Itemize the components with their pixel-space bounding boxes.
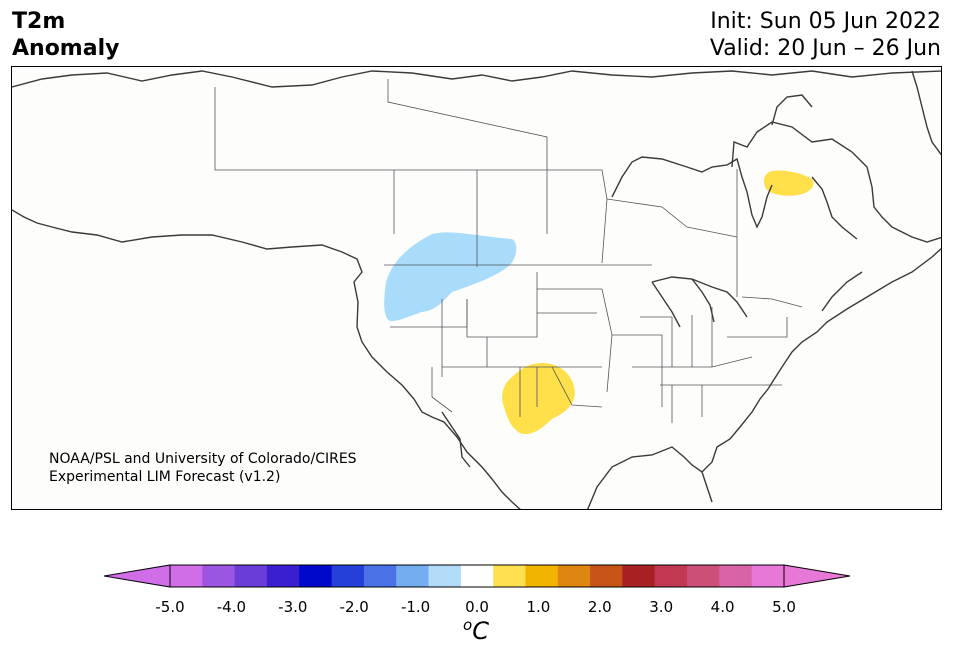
political-borders xyxy=(214,79,803,423)
colorbar-bin xyxy=(234,565,268,587)
colorbar-tick-label: 5.0 xyxy=(772,598,796,616)
colorbar-outline xyxy=(169,564,785,588)
colorbar-bin xyxy=(525,565,559,587)
colorbar-bin xyxy=(493,565,526,587)
colorbar-tick-label: 4.0 xyxy=(710,598,735,616)
colorbar-bin xyxy=(590,565,623,587)
anomaly-northern-rockies xyxy=(384,232,517,322)
colorbar-over-extend xyxy=(783,564,850,588)
colorbar-tick-label: -2.0 xyxy=(339,598,369,616)
colorbar-bin xyxy=(299,565,333,587)
colorbar-bin xyxy=(331,565,365,587)
colorbar-bin xyxy=(363,565,397,587)
map-background xyxy=(12,67,941,509)
colorbar-bin xyxy=(428,565,462,587)
colorbar-tick-label: 1.0 xyxy=(526,598,551,616)
init-date: Init: Sun 05 Jun 2022 xyxy=(710,9,941,34)
colorbar-bin xyxy=(719,565,753,587)
colorbar-unit: oC xyxy=(463,616,489,645)
title-kind: Anomaly xyxy=(12,36,120,61)
colorbar-bin xyxy=(170,565,203,587)
colorbar-bin xyxy=(460,565,494,587)
colorbar-tick-label: 3.0 xyxy=(649,598,674,616)
credit-text: NOAA/PSL and University of Colorado/CIRE… xyxy=(49,450,357,486)
unit-base: C xyxy=(472,617,489,645)
colorbar-bin xyxy=(202,565,236,587)
colorbar-bin xyxy=(266,565,300,587)
colorbar-tick-label: -5.0 xyxy=(155,598,185,616)
colorbar-tick-label: -4.0 xyxy=(216,598,247,616)
colorbar-bin xyxy=(396,565,430,587)
credit-line-2: Experimental LIM Forecast (v1.2) xyxy=(49,469,281,485)
colorbar-under-extend xyxy=(104,564,171,588)
colorbar-bin xyxy=(751,565,785,587)
title-variable: T2m xyxy=(12,9,66,34)
colorbar-tick-label: 2.0 xyxy=(587,598,612,616)
colorbar-tick-label: -1.0 xyxy=(400,598,431,616)
colorbar-bin xyxy=(622,565,656,587)
valid-range: Valid: 20 Jun – 26 Jun xyxy=(709,36,941,61)
map-panel: NOAA/PSL and University of Colorado/CIRE… xyxy=(11,66,942,510)
unit-superscript: o xyxy=(463,616,473,634)
coastlines xyxy=(12,70,941,509)
forecast-dates: Init: Sun 05 Jun 2022 Valid: 20 Jun – 26… xyxy=(710,8,941,62)
colorbar xyxy=(104,564,850,588)
north-america-map xyxy=(12,67,941,509)
colorbar-bin xyxy=(687,565,720,587)
anomaly-northern-quebec xyxy=(764,170,814,196)
colorbar-tick-label: -3.0 xyxy=(278,598,308,616)
colorbar-bin xyxy=(557,565,591,587)
map-title: T2m Anomaly xyxy=(12,8,119,62)
colorbar-tick-label: 0.0 xyxy=(465,598,489,616)
credit-line-1: NOAA/PSL and University of Colorado/CIRE… xyxy=(49,451,357,467)
colorbar-bin xyxy=(654,565,688,587)
